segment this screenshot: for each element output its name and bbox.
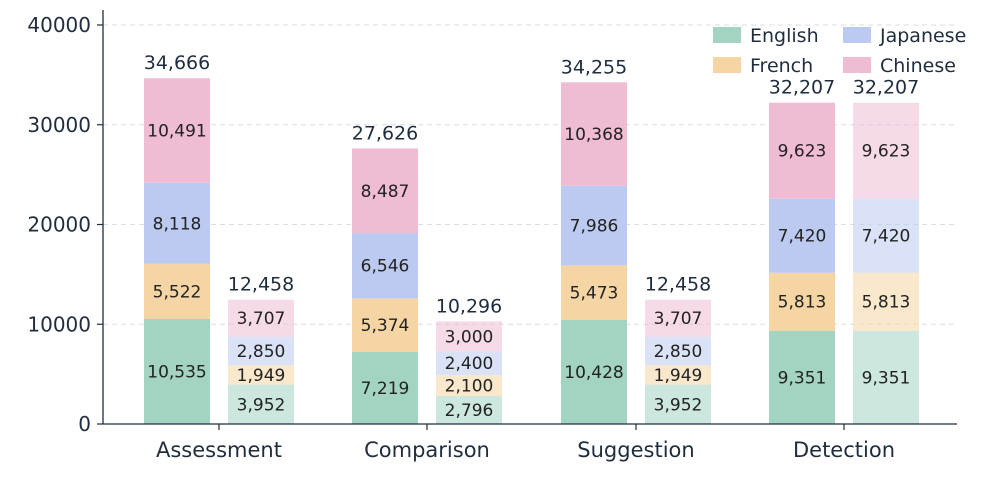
legend-label-japanese: Japanese <box>879 25 966 47</box>
segment-value-label: 3,707 <box>654 309 703 329</box>
bar-total-label: 12,458 <box>228 274 294 296</box>
bar-segment-chinese <box>645 299 711 337</box>
segment-value-label: 7,420 <box>862 227 911 247</box>
bar-total-label: 12,458 <box>645 274 711 296</box>
x-tick-label: Detection <box>793 438 895 462</box>
segment-value-label: 9,351 <box>778 368 827 388</box>
bar-segment-chinese <box>769 102 835 199</box>
segment-value-label: 2,850 <box>237 342 286 362</box>
segment-value-label: 8,487 <box>361 182 410 202</box>
legend-label-english: English <box>750 25 819 47</box>
bar-total-label: 34,255 <box>561 56 627 78</box>
bar-segment-french <box>228 365 294 385</box>
segment-value-label: 1,949 <box>654 366 703 386</box>
bar-segment-chinese <box>561 82 627 186</box>
y-tick-label: 30000 <box>27 113 91 137</box>
bar-segment-english <box>228 384 294 424</box>
bar-total-label: 34,666 <box>144 52 210 74</box>
legend-label-chinese: Chinese <box>880 55 956 77</box>
segment-value-label: 5,813 <box>778 293 827 313</box>
segment-value-label: 3,952 <box>654 395 703 415</box>
segment-value-label: 2,100 <box>445 377 494 397</box>
bar-segment-english <box>144 318 210 424</box>
segment-value-label: 8,118 <box>153 214 202 234</box>
bar-segment-japanese <box>144 182 210 264</box>
bar-segment-chinese <box>436 321 502 352</box>
bar-segment-english <box>436 396 502 424</box>
segment-value-label: 7,420 <box>778 227 827 247</box>
bar-segment-french <box>436 375 502 397</box>
x-tick-label: Assessment <box>156 438 282 462</box>
segment-value-label: 3,707 <box>237 309 286 329</box>
segment-value-label: 3,000 <box>445 327 494 347</box>
bar-segment-english <box>853 330 919 424</box>
segment-value-label: 10,535 <box>147 362 206 382</box>
segment-value-label: 2,796 <box>445 401 494 421</box>
bar-segment-french <box>853 272 919 331</box>
bar-segment-japanese <box>228 336 294 366</box>
segment-value-label: 1,949 <box>237 366 286 386</box>
bar-segment-english <box>561 319 627 424</box>
segment-value-label: 10,368 <box>564 125 623 145</box>
segment-value-label: 3,952 <box>237 395 286 415</box>
y-tick-label: 10000 <box>27 312 91 336</box>
bar-segment-chinese <box>352 148 418 234</box>
axes: 0 10000 20000 30000 40000 Assessment Compariso… <box>27 10 957 462</box>
segment-value-label: 9,351 <box>862 368 911 388</box>
bar-segment-japanese <box>645 336 711 366</box>
segment-value-label: 2,400 <box>445 354 494 374</box>
bar-total-label: 10,296 <box>436 295 502 317</box>
segment-value-label: 10,491 <box>147 122 206 142</box>
segment-value-label: 5,522 <box>153 282 202 302</box>
bar-segment-chinese <box>853 102 919 199</box>
bar-segment-japanese <box>853 198 919 273</box>
legend-swatch-japanese <box>843 27 871 43</box>
y-tick-label: 40000 <box>27 13 91 37</box>
segment-value-label: 9,623 <box>862 142 911 162</box>
bar-total-label: 32,207 <box>853 77 919 99</box>
legend-swatch-english <box>713 27 741 43</box>
segment-value-label: 6,546 <box>361 257 410 277</box>
bar-segment-french <box>144 263 210 319</box>
bar-total-label: 27,626 <box>352 122 418 144</box>
segment-value-label: 10,428 <box>564 363 623 383</box>
bars: 10,535 5,522 8,118 10,491 34,666 3,952 1,949 2,… <box>144 52 919 424</box>
bar-segment-english <box>352 351 418 424</box>
segment-value-label: 5,813 <box>862 293 911 313</box>
y-tick-label: 20000 <box>27 213 91 237</box>
legend: English Japanese French Chinese <box>713 25 966 77</box>
y-tick-label: 0 <box>78 412 91 436</box>
bar-segment-french <box>561 265 627 320</box>
bar-segment-chinese <box>144 78 210 183</box>
segment-value-label: 5,473 <box>570 284 619 304</box>
segment-value-label: 7,219 <box>361 379 410 399</box>
bar-segment-chinese <box>228 299 294 337</box>
bar-segment-french <box>352 298 418 352</box>
x-tick-label: Comparison <box>364 438 490 462</box>
segment-value-label: 7,986 <box>570 217 619 237</box>
legend-label-french: French <box>750 55 813 77</box>
legend-swatch-chinese <box>843 57 871 73</box>
bar-segment-french <box>769 272 835 331</box>
segment-value-label: 5,374 <box>361 316 410 336</box>
segment-value-label: 2,850 <box>654 342 703 362</box>
bar-total-label: 32,207 <box>769 77 835 99</box>
bar-segment-english <box>645 384 711 424</box>
bar-segment-japanese <box>352 233 418 299</box>
x-tick-label: Suggestion <box>577 438 694 462</box>
bar-segment-japanese <box>436 351 502 376</box>
bar-segment-japanese <box>561 185 627 266</box>
bar-segment-english <box>769 330 835 424</box>
bar-segment-french <box>645 365 711 385</box>
bar-segment-japanese <box>769 198 835 273</box>
segment-value-label: 9,623 <box>778 142 827 162</box>
legend-swatch-french <box>713 57 741 73</box>
